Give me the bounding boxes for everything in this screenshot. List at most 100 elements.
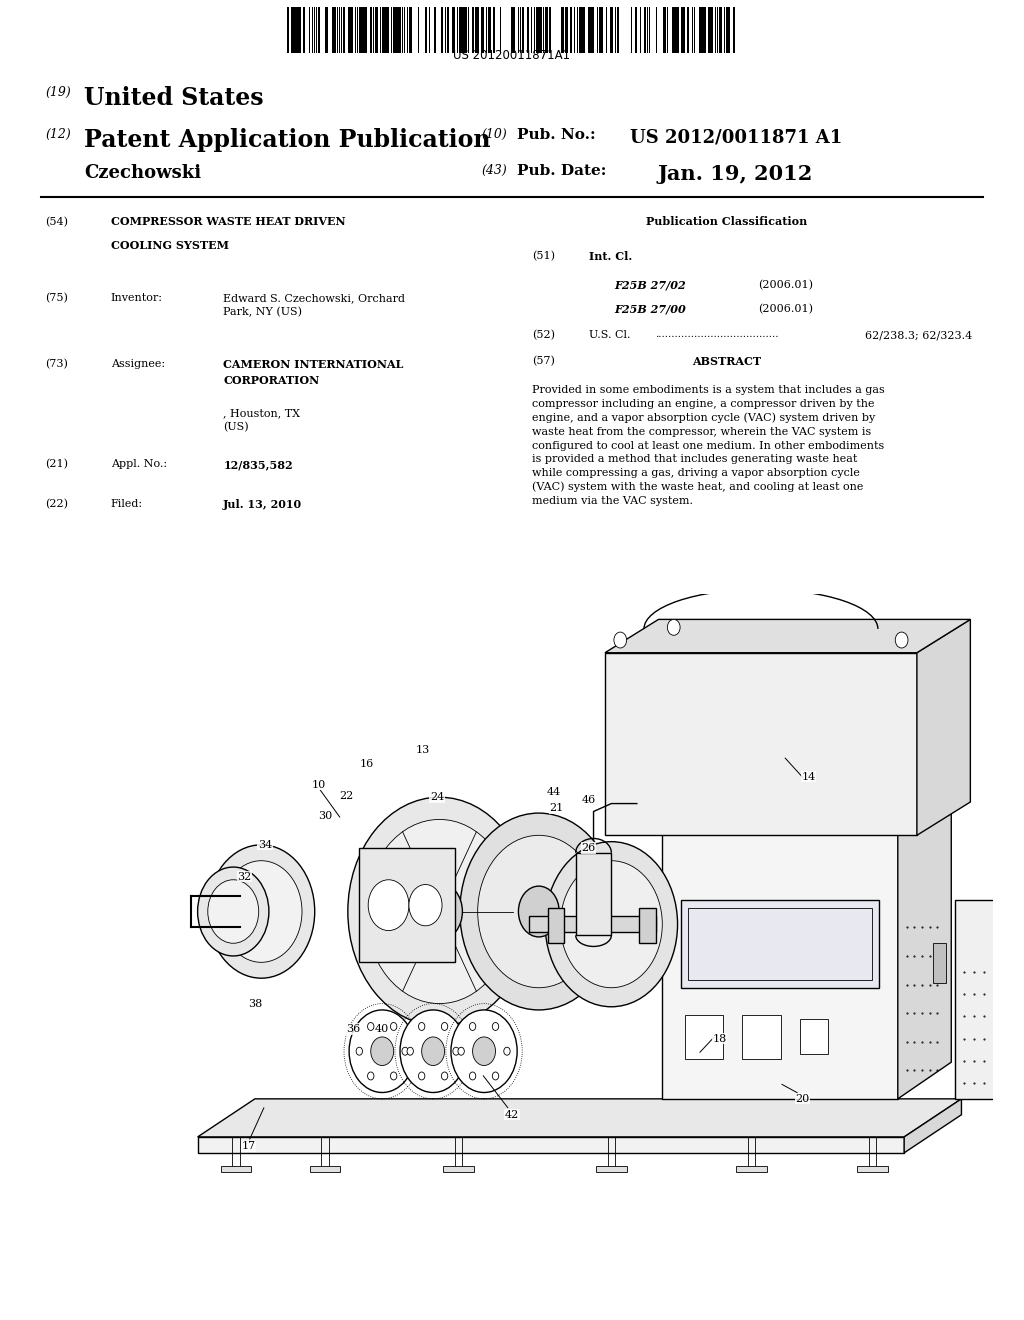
Circle shape [453, 1047, 459, 1055]
Text: CAMERON INTERNATIONAL
CORPORATION: CAMERON INTERNATIONAL CORPORATION [223, 359, 403, 385]
Circle shape [409, 884, 442, 925]
Bar [663, 7, 666, 53]
Polygon shape [198, 1137, 904, 1152]
Bar [493, 7, 496, 53]
Bar [298, 7, 301, 53]
Circle shape [614, 632, 627, 648]
Bar [468, 7, 469, 53]
Circle shape [368, 1023, 374, 1031]
Text: , Houston, TX
(US): , Houston, TX (US) [223, 408, 300, 433]
Circle shape [469, 1023, 476, 1031]
Text: Appl. No.:: Appl. No.: [111, 459, 167, 470]
Text: 38: 38 [248, 999, 262, 1008]
Bar [584, 7, 585, 53]
Bar [291, 7, 294, 53]
Text: COOLING SYSTEM: COOLING SYSTEM [111, 240, 228, 251]
Bar [742, 1015, 780, 1059]
Text: 32: 32 [238, 871, 252, 882]
Circle shape [417, 883, 463, 940]
Bar [459, 7, 461, 53]
Text: United States: United States [84, 86, 263, 110]
Circle shape [368, 1072, 374, 1080]
Bar [452, 7, 455, 53]
Text: US 2012/0011871 A1: US 2012/0011871 A1 [630, 128, 842, 147]
Bar [685, 1015, 723, 1059]
Bar [337, 7, 338, 53]
Bar [445, 7, 446, 53]
Bar [955, 900, 1009, 1098]
Bar [520, 7, 521, 53]
Bar [548, 908, 564, 944]
Circle shape [441, 1023, 447, 1031]
Bar [596, 1166, 627, 1172]
Bar [309, 1166, 340, 1172]
Text: 34: 34 [258, 840, 272, 850]
Bar [597, 7, 598, 53]
Bar [601, 7, 603, 53]
Text: 62/238.3; 62/323.4: 62/238.3; 62/323.4 [865, 330, 973, 341]
Polygon shape [663, 792, 951, 829]
Text: (75): (75) [45, 293, 68, 304]
Text: 17: 17 [242, 1142, 256, 1151]
Polygon shape [898, 792, 951, 1098]
Bar [708, 7, 711, 53]
Polygon shape [605, 619, 971, 652]
Polygon shape [605, 652, 916, 836]
Bar [371, 7, 372, 53]
Text: (73): (73) [45, 359, 68, 370]
Bar [631, 7, 632, 53]
Circle shape [390, 1023, 397, 1031]
Text: US 20120011871A1: US 20120011871A1 [454, 49, 570, 62]
Text: (22): (22) [45, 499, 68, 510]
Text: COMPRESSOR WASTE HEAT DRIVEN: COMPRESSOR WASTE HEAT DRIVEN [111, 216, 345, 227]
Bar [531, 7, 532, 53]
Bar [701, 7, 702, 53]
Bar [681, 7, 683, 53]
Bar [561, 7, 563, 53]
Bar [672, 7, 674, 53]
Bar [590, 7, 593, 53]
Bar [463, 7, 466, 53]
Bar [339, 7, 340, 53]
Text: 14: 14 [802, 772, 816, 781]
Circle shape [441, 1072, 447, 1080]
Text: (2006.01): (2006.01) [758, 280, 813, 290]
Polygon shape [904, 1098, 962, 1152]
Bar [318, 7, 319, 53]
Text: Pub. Date:: Pub. Date: [517, 164, 606, 178]
Circle shape [460, 813, 617, 1010]
Bar [545, 7, 547, 53]
Circle shape [422, 1038, 444, 1065]
Bar [373, 7, 374, 53]
Text: Publication Classification: Publication Classification [646, 216, 808, 227]
Circle shape [469, 1072, 476, 1080]
Circle shape [493, 1023, 499, 1031]
Text: 42: 42 [505, 1110, 519, 1119]
Text: Inventor:: Inventor: [111, 293, 163, 304]
Bar [409, 7, 412, 53]
Bar [676, 7, 679, 53]
Text: ABSTRACT: ABSTRACT [692, 356, 762, 367]
Circle shape [349, 1010, 416, 1093]
Text: Jan. 19, 2012: Jan. 19, 2012 [657, 164, 813, 183]
Bar [461, 7, 463, 53]
Bar [694, 7, 695, 53]
Bar [541, 7, 542, 53]
Circle shape [545, 842, 678, 1007]
Bar [294, 7, 296, 53]
Bar [477, 7, 479, 53]
Bar [683, 7, 685, 53]
Bar [326, 7, 328, 53]
Text: (51): (51) [532, 251, 555, 261]
Bar [569, 7, 572, 53]
Bar [393, 7, 395, 53]
Bar [359, 7, 361, 53]
Bar [728, 7, 730, 53]
Bar [536, 7, 539, 53]
Bar [715, 7, 716, 53]
Text: F25B 27/02: F25B 27/02 [614, 280, 686, 290]
Bar [434, 7, 436, 53]
Bar [466, 7, 467, 53]
Circle shape [348, 797, 531, 1026]
Circle shape [366, 820, 513, 1003]
